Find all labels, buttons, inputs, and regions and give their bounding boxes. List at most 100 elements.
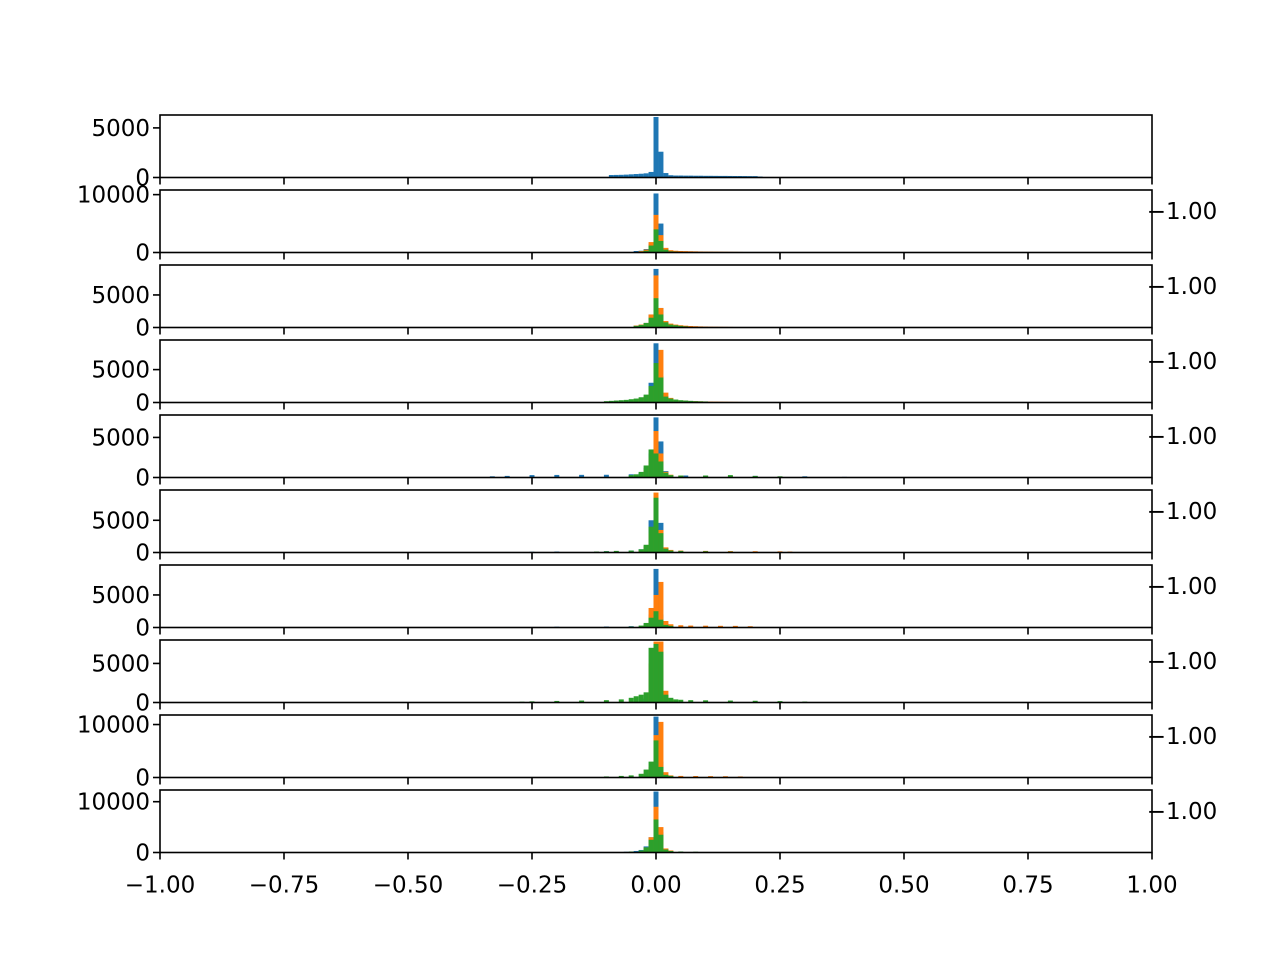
histogram-bar xyxy=(653,819,659,853)
y-tick-label: 0 xyxy=(135,241,150,267)
y-tick-label: 5000 xyxy=(91,508,150,534)
histogram-bar xyxy=(658,349,664,403)
histogram-bar xyxy=(648,317,654,328)
histogram-bar xyxy=(663,849,669,853)
subplot-10: 0 10000 −1.00 xyxy=(77,789,1217,867)
histogram-bar xyxy=(683,175,689,178)
histogram-bar xyxy=(623,399,629,403)
histogram-bar xyxy=(643,465,649,478)
y-tick-label: 0 xyxy=(135,316,150,342)
histogram-bar xyxy=(668,475,674,478)
x-tick-label: 0.75 xyxy=(1002,873,1053,899)
histogram-bar xyxy=(628,775,634,778)
histogram-bar xyxy=(608,400,614,403)
histogram-bar xyxy=(648,386,654,403)
subplot-2: 0 10000 −1.00 xyxy=(77,183,1217,267)
subplot-6: 0 5000 −1.00 xyxy=(91,489,1217,567)
histogram-bar xyxy=(653,116,659,178)
histogram-bar xyxy=(628,399,634,403)
histogram-bar xyxy=(628,697,634,703)
histogram-bar xyxy=(638,850,644,853)
histogram-bar xyxy=(658,581,664,628)
histogram-bar xyxy=(658,721,664,778)
histogram-bar xyxy=(703,475,709,478)
histogram-bar xyxy=(693,175,699,178)
histogram-bar xyxy=(653,643,659,703)
histogram-bar xyxy=(653,497,659,553)
y-tick-label: 5000 xyxy=(91,651,150,677)
histogram-bar xyxy=(643,173,649,178)
histogram-bar xyxy=(643,622,649,628)
histogram-bar xyxy=(658,766,664,778)
histogram-bar xyxy=(718,625,723,628)
histogram-bar xyxy=(638,324,644,328)
y-tick-label: 0 xyxy=(135,691,150,717)
histogram-bar xyxy=(673,699,679,703)
histogram-bars xyxy=(623,791,723,853)
y-tick-label: 10000 xyxy=(77,183,150,209)
histogram-bar xyxy=(663,774,669,778)
histogram-bar xyxy=(633,174,639,178)
secondary-tick-label: −1.00 xyxy=(1147,574,1217,600)
histogram-bar xyxy=(638,549,644,553)
histogram-bar xyxy=(648,839,654,853)
histogram-bar xyxy=(613,550,619,553)
histogram-bar xyxy=(579,474,585,478)
histogram-bar xyxy=(673,175,679,178)
histogram-bar xyxy=(678,699,684,703)
histogram-bar xyxy=(638,173,644,178)
histogram-bar xyxy=(653,611,659,628)
histogram-bar xyxy=(653,453,659,478)
histogram-bar xyxy=(703,175,709,178)
histogram-bar xyxy=(663,173,669,178)
subplot-7: 0 5000 −1.00 xyxy=(91,564,1217,642)
x-tick-label: 0.25 xyxy=(754,873,805,899)
y-tick-label: 0 xyxy=(135,391,150,417)
subplot-4: 0 5000 −1.00 xyxy=(91,339,1217,417)
histogram-bar xyxy=(648,617,654,628)
histogram-bar xyxy=(663,322,669,328)
y-tick-label: 5000 xyxy=(91,283,150,309)
histogram-bar xyxy=(668,175,674,178)
histogram-bar xyxy=(643,322,649,328)
histogram-bar xyxy=(618,699,624,703)
histogram-bar xyxy=(678,400,684,403)
histogram-bar xyxy=(678,175,684,178)
histogram-bar xyxy=(648,761,654,778)
x-tick-label: −0.75 xyxy=(249,873,319,899)
secondary-tick-label: −1.00 xyxy=(1147,649,1217,675)
histogram-bar xyxy=(648,245,654,253)
histogram-bar xyxy=(698,175,704,178)
x-tick-label: −1.00 xyxy=(125,873,195,899)
histogram-bar xyxy=(658,240,664,253)
histogram-bar xyxy=(628,550,634,553)
secondary-tick-label: −1.00 xyxy=(1147,724,1217,750)
histogram-bars xyxy=(504,568,753,628)
histogram-bar xyxy=(703,625,709,628)
histogram-bar xyxy=(638,625,644,628)
histogram-bar xyxy=(658,533,664,553)
histogram-bar xyxy=(653,229,659,253)
histogram-bar xyxy=(688,400,694,403)
histogram-bar xyxy=(658,314,664,328)
x-tick-label: 0.00 xyxy=(630,873,681,899)
histogram-bar xyxy=(668,625,674,628)
x-tick-label: −0.25 xyxy=(497,873,567,899)
histogram-bar xyxy=(708,175,714,178)
histogram-bar xyxy=(613,174,619,178)
histogram-bar xyxy=(668,398,674,403)
histogram-bar xyxy=(688,175,694,178)
y-tick-label: 0 xyxy=(135,766,150,792)
histogram-bar xyxy=(678,325,684,328)
y-tick-label: 5000 xyxy=(91,425,150,451)
histogram-bar xyxy=(648,171,654,178)
histogram-bar xyxy=(658,151,664,178)
histogram-bar xyxy=(668,697,674,703)
histogram-bar xyxy=(633,325,639,328)
y-tick-label: 10000 xyxy=(77,790,150,816)
histogram-bar xyxy=(653,740,659,778)
histogram-bar xyxy=(663,694,669,703)
histogram-bar xyxy=(633,696,639,703)
